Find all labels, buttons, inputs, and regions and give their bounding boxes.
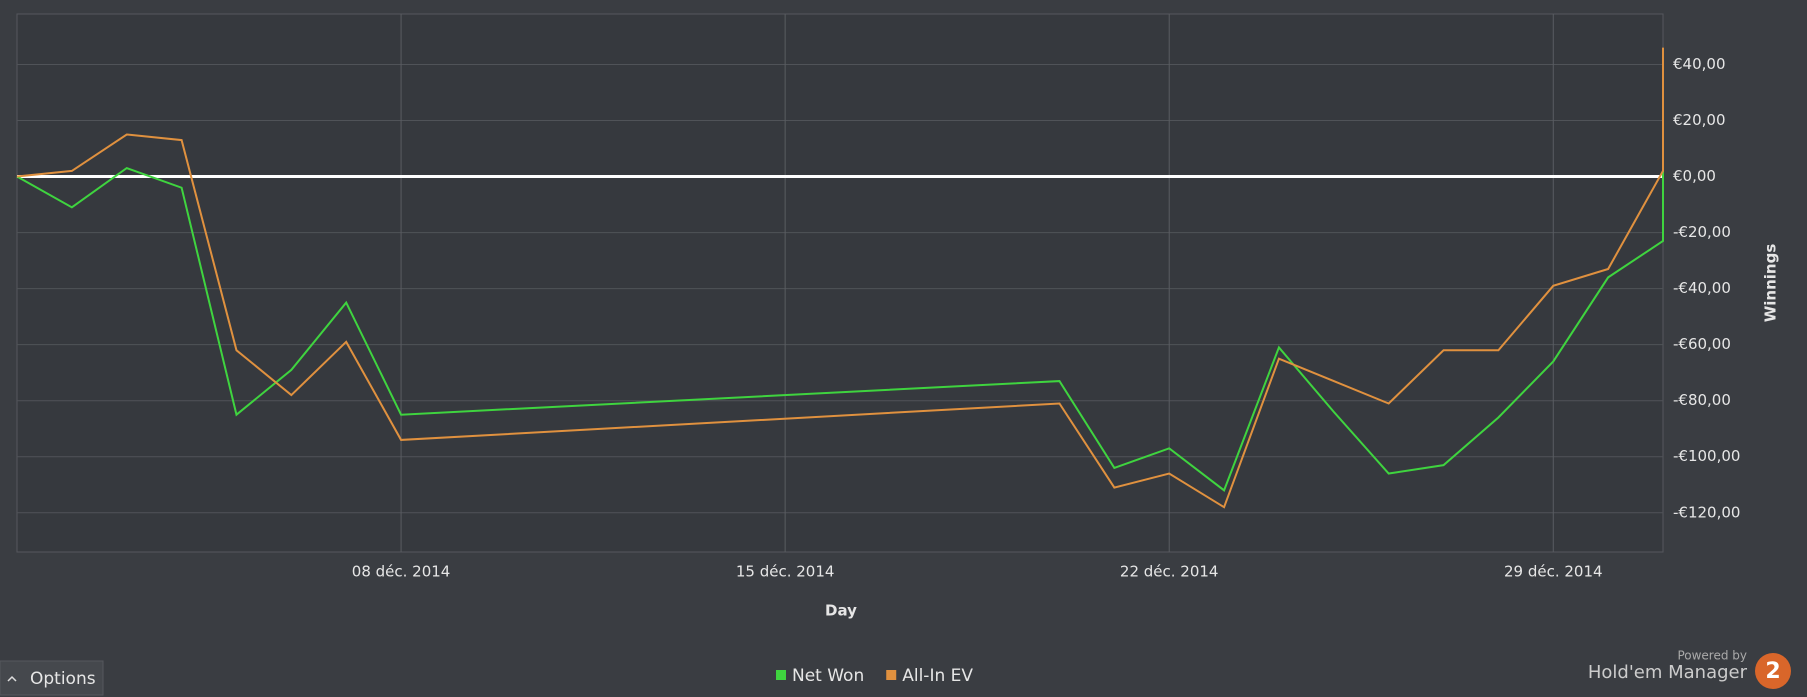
- options-bg[interactable]: [0, 660, 104, 696]
- legend-label: Net Won: [792, 666, 864, 686]
- options-button[interactable]: Options: [0, 660, 104, 696]
- logo: [1755, 653, 1791, 689]
- y-tick-label: €40,00: [1673, 55, 1726, 73]
- y-tick-label: -€20,00: [1673, 223, 1731, 241]
- y-tick-label: -€80,00: [1673, 391, 1731, 409]
- plot-area: [16, 13, 1664, 553]
- legend-swatch: [886, 670, 897, 680]
- y-tick-label: €0,00: [1673, 167, 1716, 185]
- product-name: Hold'em Manager: [1588, 662, 1748, 683]
- y-tick-label: -€120,00: [1673, 503, 1740, 521]
- options-label[interactable]: Options: [30, 669, 96, 689]
- y-tick-label: -€100,00: [1673, 447, 1740, 465]
- y-axis-title: Winnings: [1762, 244, 1780, 323]
- x-tick-label: 08 déc. 2014: [352, 563, 451, 581]
- logo-text: 2: [1765, 659, 1780, 684]
- series-line: [16, 98, 1664, 492]
- y-tick-label: -€40,00: [1673, 279, 1731, 297]
- powered-by: Powered by: [1677, 649, 1747, 663]
- x-tick-label: 15 déc. 2014: [736, 563, 835, 581]
- x-tick-label: 22 déc. 2014: [1120, 563, 1219, 581]
- legend-label: All-In EV: [902, 666, 973, 686]
- legend-swatch: [776, 670, 786, 680]
- series-line: [16, 47, 1664, 509]
- y-tick-label: €20,00: [1673, 111, 1726, 129]
- y-tick-label: -€60,00: [1673, 335, 1731, 353]
- x-axis-title: Day: [825, 602, 857, 620]
- options-icon[interactable]: [7, 675, 17, 682]
- x-tick-label: 29 déc. 2014: [1504, 563, 1603, 581]
